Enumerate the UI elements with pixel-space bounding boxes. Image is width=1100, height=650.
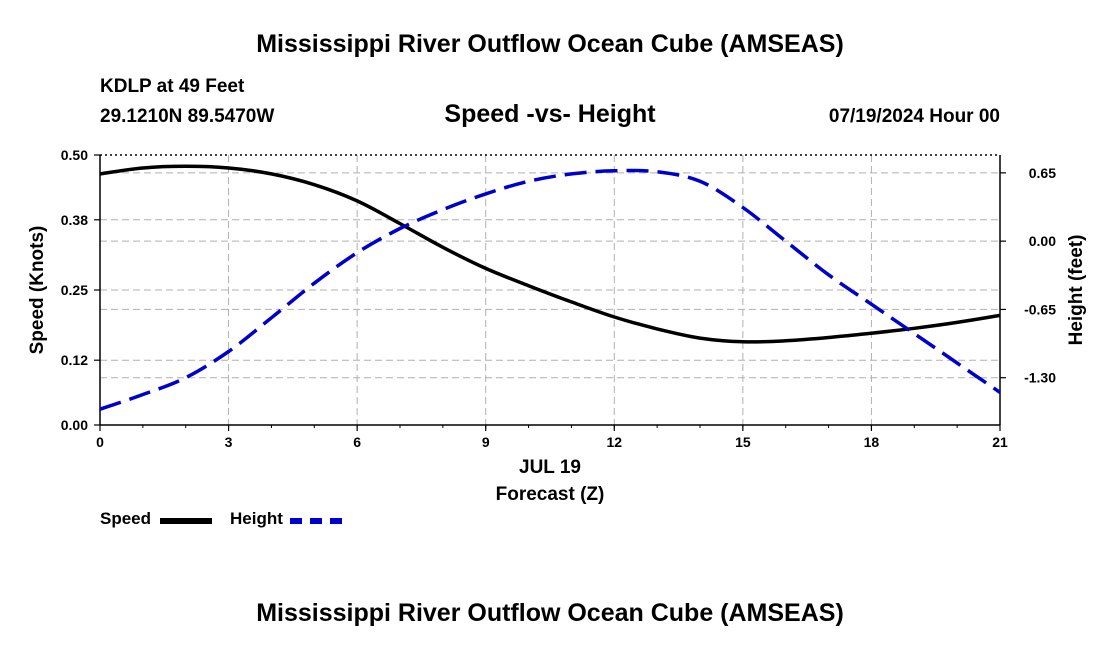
y-right-tick-label: 0.00: [1029, 233, 1056, 249]
x-tick-label: 0: [96, 434, 104, 450]
y-tick-label: 0.25: [61, 282, 88, 298]
legend-speed-swatch: [160, 518, 212, 524]
legend-height-label: Height: [230, 509, 283, 528]
speed-series-line: [99, 164, 1001, 344]
chart-title-top: Mississippi River Outflow Ocean Cube (AM…: [256, 30, 844, 58]
y-right-axis-label: Height (feet): [1066, 235, 1087, 346]
station-label: KDLP at 49 Feet: [100, 76, 245, 97]
x-tick-label: 12: [606, 434, 622, 450]
date-hour-label: 07/19/2024 Hour 00: [828, 106, 1000, 127]
y-tick-label: 0.50: [61, 147, 88, 163]
y-right-tick-label: -1.30: [1024, 370, 1056, 386]
x-tick-label: 9: [482, 434, 490, 450]
x-tick-label: 6: [353, 434, 361, 450]
legend-speed-label: Speed: [100, 509, 152, 528]
legend-height-swatch: [290, 518, 342, 524]
y-right-tick-label: 0.65: [1029, 165, 1056, 181]
x-axis-date-label: JUL 19: [519, 457, 581, 478]
y-right-tick-label: -0.65: [1024, 301, 1056, 317]
chart-subtitle: Speed -vs- Height: [444, 100, 656, 128]
y-tick-label: 0.00: [61, 417, 88, 433]
x-axis-label: Forecast (Z): [496, 484, 605, 505]
height-series-line: [99, 168, 1001, 411]
y-tick-label: 0.12: [61, 352, 88, 368]
x-tick-label: 3: [225, 434, 233, 450]
y-axis-label: Speed (Knots): [27, 226, 48, 355]
x-tick-label: 15: [735, 434, 751, 450]
y-tick-label: 0.38: [61, 212, 88, 228]
x-tick-label: 21: [992, 434, 1008, 450]
chart-title-bottom: Mississippi River Outflow Ocean Cube (AM…: [256, 599, 844, 627]
x-tick-label: 18: [864, 434, 880, 450]
coordinates-label: 29.1210N 89.5470W: [100, 106, 275, 127]
